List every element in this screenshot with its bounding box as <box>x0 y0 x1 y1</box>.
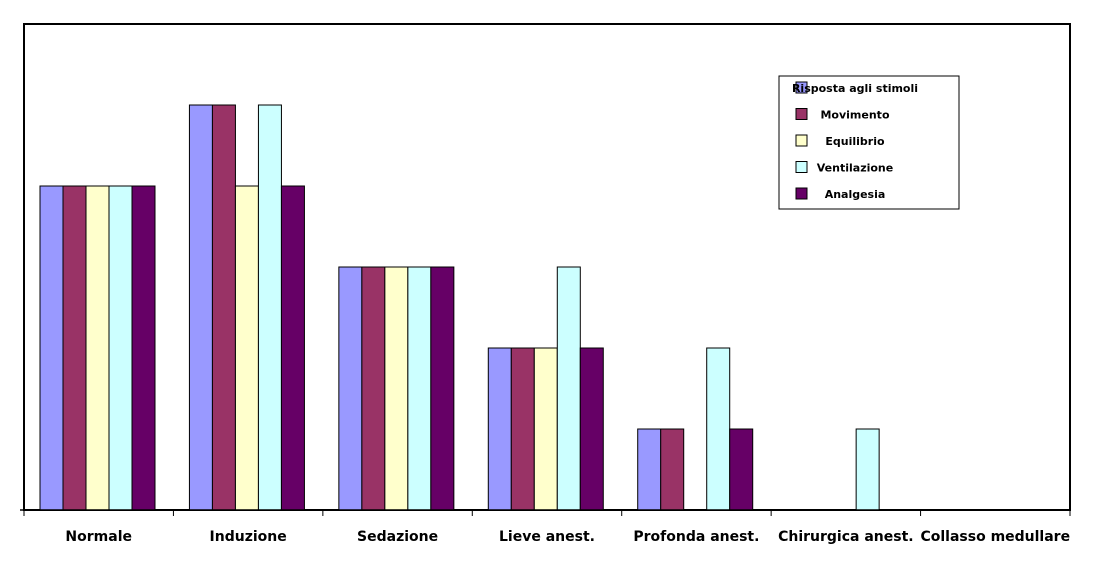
legend-swatch <box>795 187 808 200</box>
bar-4-1 <box>108 185 133 511</box>
legend-label: Ventilazione <box>817 162 893 175</box>
bar-4-4 <box>556 266 581 511</box>
bar-3-4 <box>533 347 558 511</box>
bar-5-3 <box>430 266 455 511</box>
category-labels: Normale Induzione Sedazione Lieve anest. Pro… <box>65 529 1070 545</box>
category-label: Chirurgica anest. <box>778 529 914 545</box>
bar-5-5 <box>729 428 754 511</box>
legend-swatch <box>795 161 808 173</box>
bar-2-3 <box>361 266 386 511</box>
legend-label: Movimento <box>820 109 889 122</box>
bar-1-1 <box>39 185 64 511</box>
bar-1-5 <box>637 428 662 511</box>
x-axis <box>20 509 1071 516</box>
bar-3-1 <box>85 185 110 511</box>
bar-5-1 <box>131 185 156 511</box>
bar-4-5 <box>706 347 731 511</box>
legend-label: Analgesia <box>825 188 886 201</box>
legend-box <box>778 75 960 210</box>
legend-swatch <box>795 134 808 147</box>
category-label: Sedazione <box>357 529 438 545</box>
bar-1-3 <box>338 266 363 511</box>
bar-5-2 <box>280 185 305 511</box>
category-label: Lieve anest. <box>499 529 595 545</box>
bar-4-6 <box>855 428 880 511</box>
bar-5-4 <box>579 347 604 511</box>
bar-2-2 <box>211 104 236 511</box>
bar-2-4 <box>510 347 535 511</box>
bar-2-1 <box>62 185 87 511</box>
legend: Risposta agli stimoli Movimento Equilibrio… <box>778 75 960 210</box>
bar-1-4 <box>487 347 512 511</box>
bar-4-2 <box>257 104 282 511</box>
category-label: Induzione <box>210 529 287 545</box>
bar-1-2 <box>188 104 213 511</box>
bar-4-3 <box>407 266 432 511</box>
category-label: Normale <box>65 529 132 545</box>
legend-label: Equilibrio <box>825 135 885 148</box>
legend-swatch <box>795 81 808 94</box>
bar-3-3 <box>384 266 409 511</box>
legend-swatch <box>795 108 808 120</box>
category-label: Collasso medullare <box>920 529 1070 545</box>
bar-3-2 <box>234 185 259 511</box>
bar-2-5 <box>660 428 685 511</box>
category-label: Profonda anest. <box>633 529 759 545</box>
legend-label: Risposta agli stimoli <box>792 82 918 95</box>
bars-group <box>39 104 880 511</box>
